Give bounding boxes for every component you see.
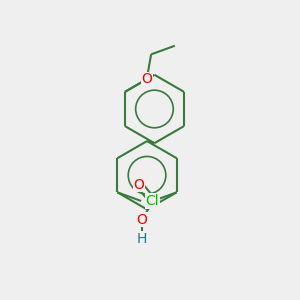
Text: O: O	[134, 178, 145, 191]
Text: O: O	[141, 72, 152, 86]
Text: O: O	[137, 213, 148, 226]
Text: Cl: Cl	[146, 194, 159, 208]
Text: H: H	[137, 232, 147, 245]
